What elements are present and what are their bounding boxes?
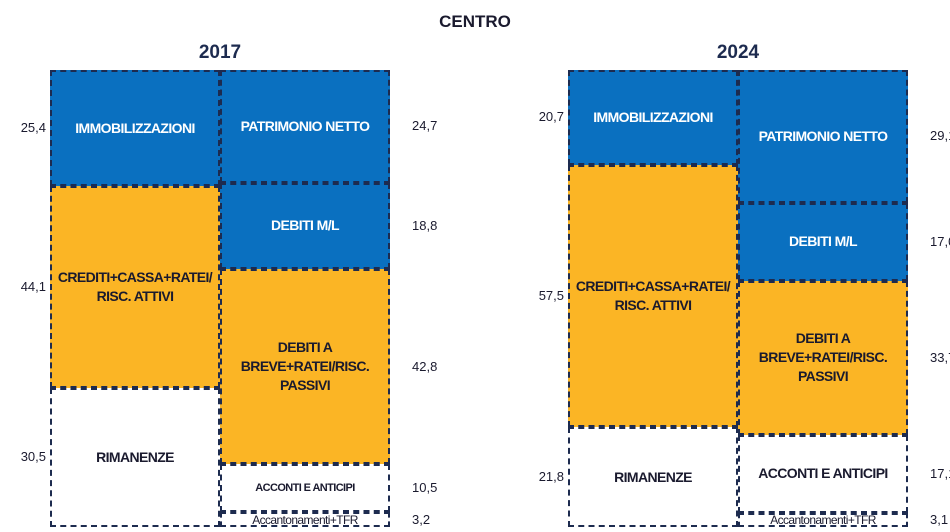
segment: IMMOBILIZZAZIONI <box>50 70 220 187</box>
segment: RIMANENZE <box>568 427 738 527</box>
segment: Accantonamenti+TFR <box>738 512 908 527</box>
value-label: 20,7 <box>538 109 564 125</box>
value-label: 17,1 <box>930 465 950 481</box>
value-label: 30,5 <box>20 449 46 465</box>
value-label: 57,5 <box>538 287 564 303</box>
segment: IMMOBILIZZAZIONI <box>568 70 738 165</box>
segment: CREDITI+CASSA+RATEI/RISC. ATTIVI <box>50 186 220 388</box>
value-label: 17,0 <box>930 233 950 249</box>
segment: DEBITI A BREVE+RATEI/RISC. PASSIVI <box>738 280 908 435</box>
segment: Accantonamenti+TFR <box>220 512 390 527</box>
segment-label: CREDITI+CASSA+RATEI/RISC. ATTIVI <box>57 268 213 304</box>
segment: CREDITI+CASSA+RATEI/RISC. ATTIVI <box>568 164 738 428</box>
segment-label: ACCONTI E ANTICIPI <box>758 465 888 482</box>
value-label: 33,7 <box>930 349 950 365</box>
panel-title: 2017 <box>198 42 242 63</box>
segment: PATRIMONIO NETTO <box>220 70 390 183</box>
segment-label: Accantonamenti+TFR <box>770 512 876 527</box>
segment-label: CREDITI+CASSA+RATEI/RISC. ATTIVI <box>575 278 731 313</box>
value-label: 42,8 <box>412 358 438 374</box>
value-label: 18,8 <box>412 217 438 233</box>
segment: DEBITI A BREVE+RATEI/RISC. PASSIVI <box>220 268 390 465</box>
segment-label: RIMANENZE <box>614 468 692 485</box>
segment: RIMANENZE <box>50 387 220 527</box>
segment-label: RIMANENZE <box>96 448 174 465</box>
value-label: 25,4 <box>20 120 46 136</box>
segment: ACCONTI E ANTICIPI <box>738 434 908 513</box>
value-label: 24,7 <box>412 118 438 134</box>
segment-label: DEBITI A BREVE+RATEI/RISC. PASSIVI <box>758 330 888 385</box>
segment: DEBITI M/L <box>738 202 908 281</box>
segment-label: Accantonamenti+TFR <box>252 512 358 527</box>
segment: PATRIMONIO NETTO <box>738 70 908 203</box>
segment-label: IMMOBILIZZAZIONI <box>75 119 195 136</box>
value-label: 21,8 <box>538 469 564 485</box>
segment: DEBITI M/L <box>220 182 390 269</box>
segment-label: DEBITI M/L <box>271 217 339 234</box>
segment-label: PATRIMONIO NETTO <box>758 128 888 145</box>
value-label: 29,1 <box>930 128 950 144</box>
segment-label: IMMOBILIZZAZIONI <box>593 108 713 125</box>
panel-title: 2024 <box>716 42 760 63</box>
value-label: 3,1 <box>930 511 949 527</box>
segment-label: DEBITI M/L <box>789 233 857 250</box>
value-label: 3,2 <box>412 511 431 527</box>
segment-label: DEBITI A BREVE+RATEI/RISC. PASSIVI <box>240 339 370 394</box>
value-label: 44,1 <box>20 278 46 294</box>
segment-label: ACCONTI E ANTICIPI <box>255 481 355 494</box>
segment: ACCONTI E ANTICIPI <box>220 464 390 513</box>
chart-title: CENTRO <box>439 12 511 31</box>
value-label: 10,5 <box>412 480 438 496</box>
segment-label: PATRIMONIO NETTO <box>240 117 370 134</box>
